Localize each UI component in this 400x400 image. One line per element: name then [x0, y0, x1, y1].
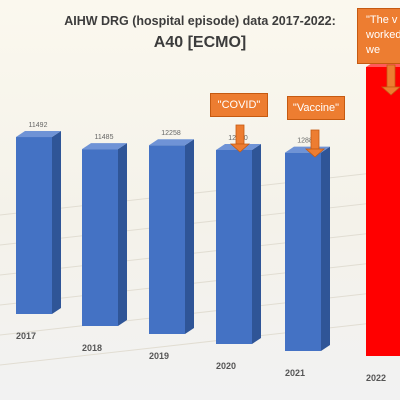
- gridline: [0, 229, 400, 276]
- gridline: [0, 289, 400, 336]
- value-label: 11492: [29, 122, 48, 129]
- quote-line: "The v: [366, 14, 398, 26]
- arrows: [229, 64, 400, 158]
- gridline: [0, 319, 400, 366]
- covid-callout: "COVID": [210, 93, 268, 117]
- arrow-down-icon: [304, 129, 326, 158]
- chart-title-line1: AIHW DRG (hospital episode) data 2017-20…: [64, 14, 336, 28]
- quote-line: worked: [366, 29, 400, 41]
- gridline: [0, 169, 400, 216]
- bar-top: [149, 139, 194, 146]
- bar-side: [185, 139, 194, 334]
- bar-side: [118, 143, 127, 326]
- bar-2017: [16, 131, 61, 314]
- bar-face: [149, 145, 185, 334]
- bars: [16, 61, 400, 356]
- bar-2018: [82, 143, 127, 326]
- gridline: [0, 259, 400, 306]
- bar-2021: [285, 146, 330, 351]
- category-label: 2020: [216, 361, 236, 371]
- bar-2020: [216, 143, 261, 344]
- gridline: [0, 199, 400, 246]
- bar-2022: [366, 61, 400, 356]
- chart-title-line2: A40 [ECMO]: [153, 34, 247, 51]
- category-label: 2017: [16, 331, 36, 341]
- gridlines: [0, 169, 400, 366]
- bar-side: [52, 131, 61, 314]
- bar-face: [16, 137, 52, 314]
- bar-face: [285, 152, 321, 351]
- category-label: 2019: [149, 351, 169, 361]
- value-label: 11485: [95, 134, 114, 141]
- bar-side: [252, 143, 261, 344]
- quote-callout: "The v worked we: [357, 8, 400, 64]
- category-label: 2021: [285, 368, 305, 378]
- category-label: 2022: [366, 373, 386, 383]
- bar-top: [82, 143, 127, 150]
- value-label: 12881: [297, 138, 317, 145]
- bar-top: [16, 131, 61, 138]
- value-label: 12258: [161, 130, 181, 137]
- category-label: 2018: [82, 343, 102, 353]
- bar-2019: [149, 139, 194, 334]
- arrow-down-icon: [229, 124, 251, 153]
- bar-face: [216, 149, 252, 344]
- vaccine-callout: "Vaccine": [287, 96, 345, 120]
- bar-face: [82, 149, 118, 326]
- bar-face: [366, 67, 400, 356]
- bar-side: [321, 146, 330, 351]
- arrow-down-icon: [380, 64, 400, 96]
- quote-line: we: [366, 44, 381, 56]
